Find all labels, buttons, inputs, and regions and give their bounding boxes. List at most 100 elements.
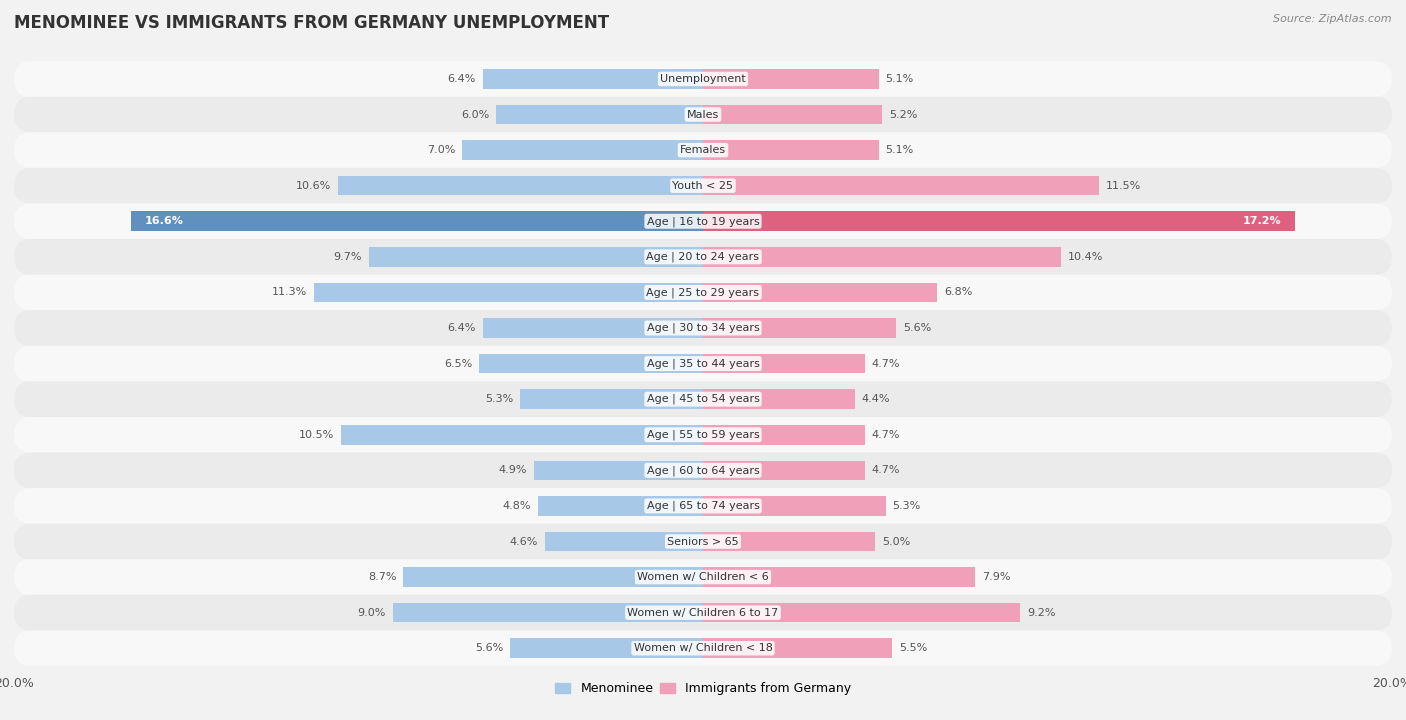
Bar — [703, 461, 865, 480]
Text: 4.7%: 4.7% — [872, 465, 900, 475]
Text: 5.2%: 5.2% — [889, 109, 917, 120]
Text: Age | 20 to 24 years: Age | 20 to 24 years — [647, 251, 759, 262]
FancyBboxPatch shape — [14, 310, 1392, 346]
Text: Women w/ Children 6 to 17: Women w/ Children 6 to 17 — [627, 608, 779, 618]
Bar — [368, 247, 703, 266]
Bar — [342, 425, 703, 444]
Text: 4.6%: 4.6% — [509, 536, 537, 546]
FancyBboxPatch shape — [14, 61, 1392, 96]
Bar — [703, 425, 865, 444]
Bar — [703, 496, 886, 516]
Text: 5.5%: 5.5% — [900, 643, 928, 653]
FancyBboxPatch shape — [14, 204, 1392, 239]
Bar — [703, 104, 882, 125]
Text: Women w/ Children < 18: Women w/ Children < 18 — [634, 643, 772, 653]
Text: Unemployment: Unemployment — [661, 74, 745, 84]
Text: 5.3%: 5.3% — [485, 394, 513, 404]
FancyBboxPatch shape — [14, 453, 1392, 488]
Text: Seniors > 65: Seniors > 65 — [668, 536, 738, 546]
FancyBboxPatch shape — [14, 488, 1392, 523]
Bar — [703, 639, 893, 658]
Bar — [703, 318, 896, 338]
Bar — [314, 283, 703, 302]
Text: Women w/ Children < 6: Women w/ Children < 6 — [637, 572, 769, 582]
Bar — [544, 532, 703, 552]
Bar — [703, 69, 879, 89]
FancyBboxPatch shape — [14, 631, 1392, 666]
Bar — [520, 390, 703, 409]
Text: 4.7%: 4.7% — [872, 430, 900, 440]
FancyBboxPatch shape — [14, 132, 1392, 168]
Bar — [496, 104, 703, 125]
Text: 5.0%: 5.0% — [882, 536, 910, 546]
Text: Age | 65 to 74 years: Age | 65 to 74 years — [647, 500, 759, 511]
Text: 8.7%: 8.7% — [368, 572, 396, 582]
Text: 4.9%: 4.9% — [499, 465, 527, 475]
FancyBboxPatch shape — [14, 274, 1392, 310]
Text: Age | 55 to 59 years: Age | 55 to 59 years — [647, 430, 759, 440]
FancyBboxPatch shape — [14, 523, 1392, 559]
Text: Age | 25 to 29 years: Age | 25 to 29 years — [647, 287, 759, 297]
Text: Age | 30 to 34 years: Age | 30 to 34 years — [647, 323, 759, 333]
Legend: Menominee, Immigrants from Germany: Menominee, Immigrants from Germany — [550, 677, 856, 700]
Bar — [337, 176, 703, 195]
FancyBboxPatch shape — [14, 559, 1392, 595]
Bar — [703, 283, 938, 302]
Bar — [703, 603, 1019, 623]
Text: 9.0%: 9.0% — [357, 608, 387, 618]
Text: 6.0%: 6.0% — [461, 109, 489, 120]
Text: 10.4%: 10.4% — [1069, 252, 1104, 262]
Bar — [461, 140, 703, 160]
Text: 5.6%: 5.6% — [903, 323, 931, 333]
FancyBboxPatch shape — [14, 382, 1392, 417]
Bar — [482, 318, 703, 338]
Bar — [131, 212, 703, 231]
Text: Males: Males — [688, 109, 718, 120]
Bar — [482, 69, 703, 89]
Text: 4.8%: 4.8% — [502, 501, 531, 511]
Text: Source: ZipAtlas.com: Source: ZipAtlas.com — [1274, 14, 1392, 24]
Text: 10.6%: 10.6% — [295, 181, 330, 191]
Text: 6.4%: 6.4% — [447, 74, 475, 84]
Bar — [703, 390, 855, 409]
Bar — [510, 639, 703, 658]
FancyBboxPatch shape — [14, 96, 1392, 132]
Text: Age | 16 to 19 years: Age | 16 to 19 years — [647, 216, 759, 227]
Text: 9.7%: 9.7% — [333, 252, 361, 262]
Text: 7.0%: 7.0% — [426, 145, 456, 155]
Bar — [479, 354, 703, 374]
FancyBboxPatch shape — [14, 417, 1392, 453]
Text: 6.5%: 6.5% — [444, 359, 472, 369]
Text: 5.3%: 5.3% — [893, 501, 921, 511]
FancyBboxPatch shape — [14, 239, 1392, 274]
Bar — [537, 496, 703, 516]
Bar — [703, 176, 1099, 195]
Bar — [703, 247, 1062, 266]
Text: 11.3%: 11.3% — [271, 287, 307, 297]
Text: 11.5%: 11.5% — [1107, 181, 1142, 191]
FancyBboxPatch shape — [14, 346, 1392, 382]
Text: 16.6%: 16.6% — [145, 216, 184, 226]
Text: Age | 35 to 44 years: Age | 35 to 44 years — [647, 359, 759, 369]
Text: Age | 60 to 64 years: Age | 60 to 64 years — [647, 465, 759, 476]
Bar — [703, 354, 865, 374]
Text: 10.5%: 10.5% — [299, 430, 335, 440]
Text: Age | 45 to 54 years: Age | 45 to 54 years — [647, 394, 759, 405]
Text: 17.2%: 17.2% — [1243, 216, 1282, 226]
Text: 6.8%: 6.8% — [945, 287, 973, 297]
Text: 5.6%: 5.6% — [475, 643, 503, 653]
FancyBboxPatch shape — [14, 168, 1392, 204]
Bar — [703, 212, 1295, 231]
Bar — [392, 603, 703, 623]
Text: Females: Females — [681, 145, 725, 155]
Bar — [404, 567, 703, 587]
FancyBboxPatch shape — [14, 595, 1392, 631]
Bar — [703, 140, 879, 160]
Text: 4.7%: 4.7% — [872, 359, 900, 369]
Bar — [534, 461, 703, 480]
Text: 4.4%: 4.4% — [862, 394, 890, 404]
Text: Youth < 25: Youth < 25 — [672, 181, 734, 191]
Text: 5.1%: 5.1% — [886, 145, 914, 155]
Text: MENOMINEE VS IMMIGRANTS FROM GERMANY UNEMPLOYMENT: MENOMINEE VS IMMIGRANTS FROM GERMANY UNE… — [14, 14, 609, 32]
Text: 9.2%: 9.2% — [1026, 608, 1056, 618]
